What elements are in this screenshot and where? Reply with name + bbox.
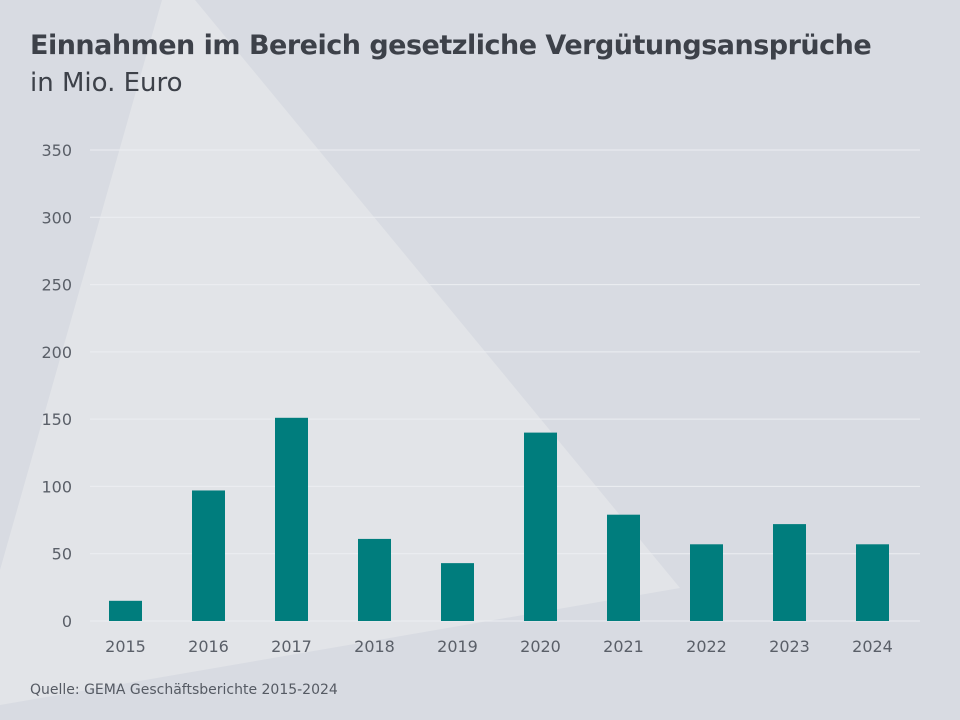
y-tick-label: 150	[41, 410, 72, 429]
x-tick-label: 2016	[188, 637, 229, 656]
x-tick-label: 2024	[852, 637, 893, 656]
y-tick-label: 0	[62, 612, 72, 631]
x-tick-label: 2018	[354, 637, 395, 656]
bar-2024	[856, 544, 889, 621]
source-note: Quelle: GEMA Geschäftsberichte 2015-2024	[30, 682, 338, 698]
bar-2020	[524, 432, 557, 621]
x-tick-label: 2015	[105, 637, 146, 656]
bar-2021	[607, 514, 640, 621]
bar-2015	[109, 600, 142, 621]
y-tick-label: 250	[41, 276, 72, 295]
y-tick-label: 50	[52, 545, 72, 564]
x-tick-label: 2020	[520, 637, 561, 656]
x-tick-label: 2023	[769, 637, 810, 656]
x-tick-label: 2017	[271, 637, 312, 656]
bar-2022	[690, 544, 723, 621]
x-tick-label: 2022	[686, 637, 727, 656]
y-tick-label: 100	[41, 477, 72, 496]
x-tick-label: 2021	[603, 637, 644, 656]
bar-2016	[192, 490, 225, 621]
bar-2017	[275, 417, 308, 621]
y-tick-label: 350	[41, 141, 72, 160]
bar-2019	[441, 563, 474, 621]
chart-title: Einnahmen im Bereich gesetzliche Vergütu…	[30, 30, 872, 61]
y-tick-label: 200	[41, 343, 72, 362]
chart-subtitle: in Mio. Euro	[30, 68, 183, 98]
x-tick-label: 2019	[437, 637, 478, 656]
bar-2018	[358, 538, 391, 621]
y-tick-label: 300	[41, 208, 72, 227]
bar-2023	[773, 524, 806, 621]
